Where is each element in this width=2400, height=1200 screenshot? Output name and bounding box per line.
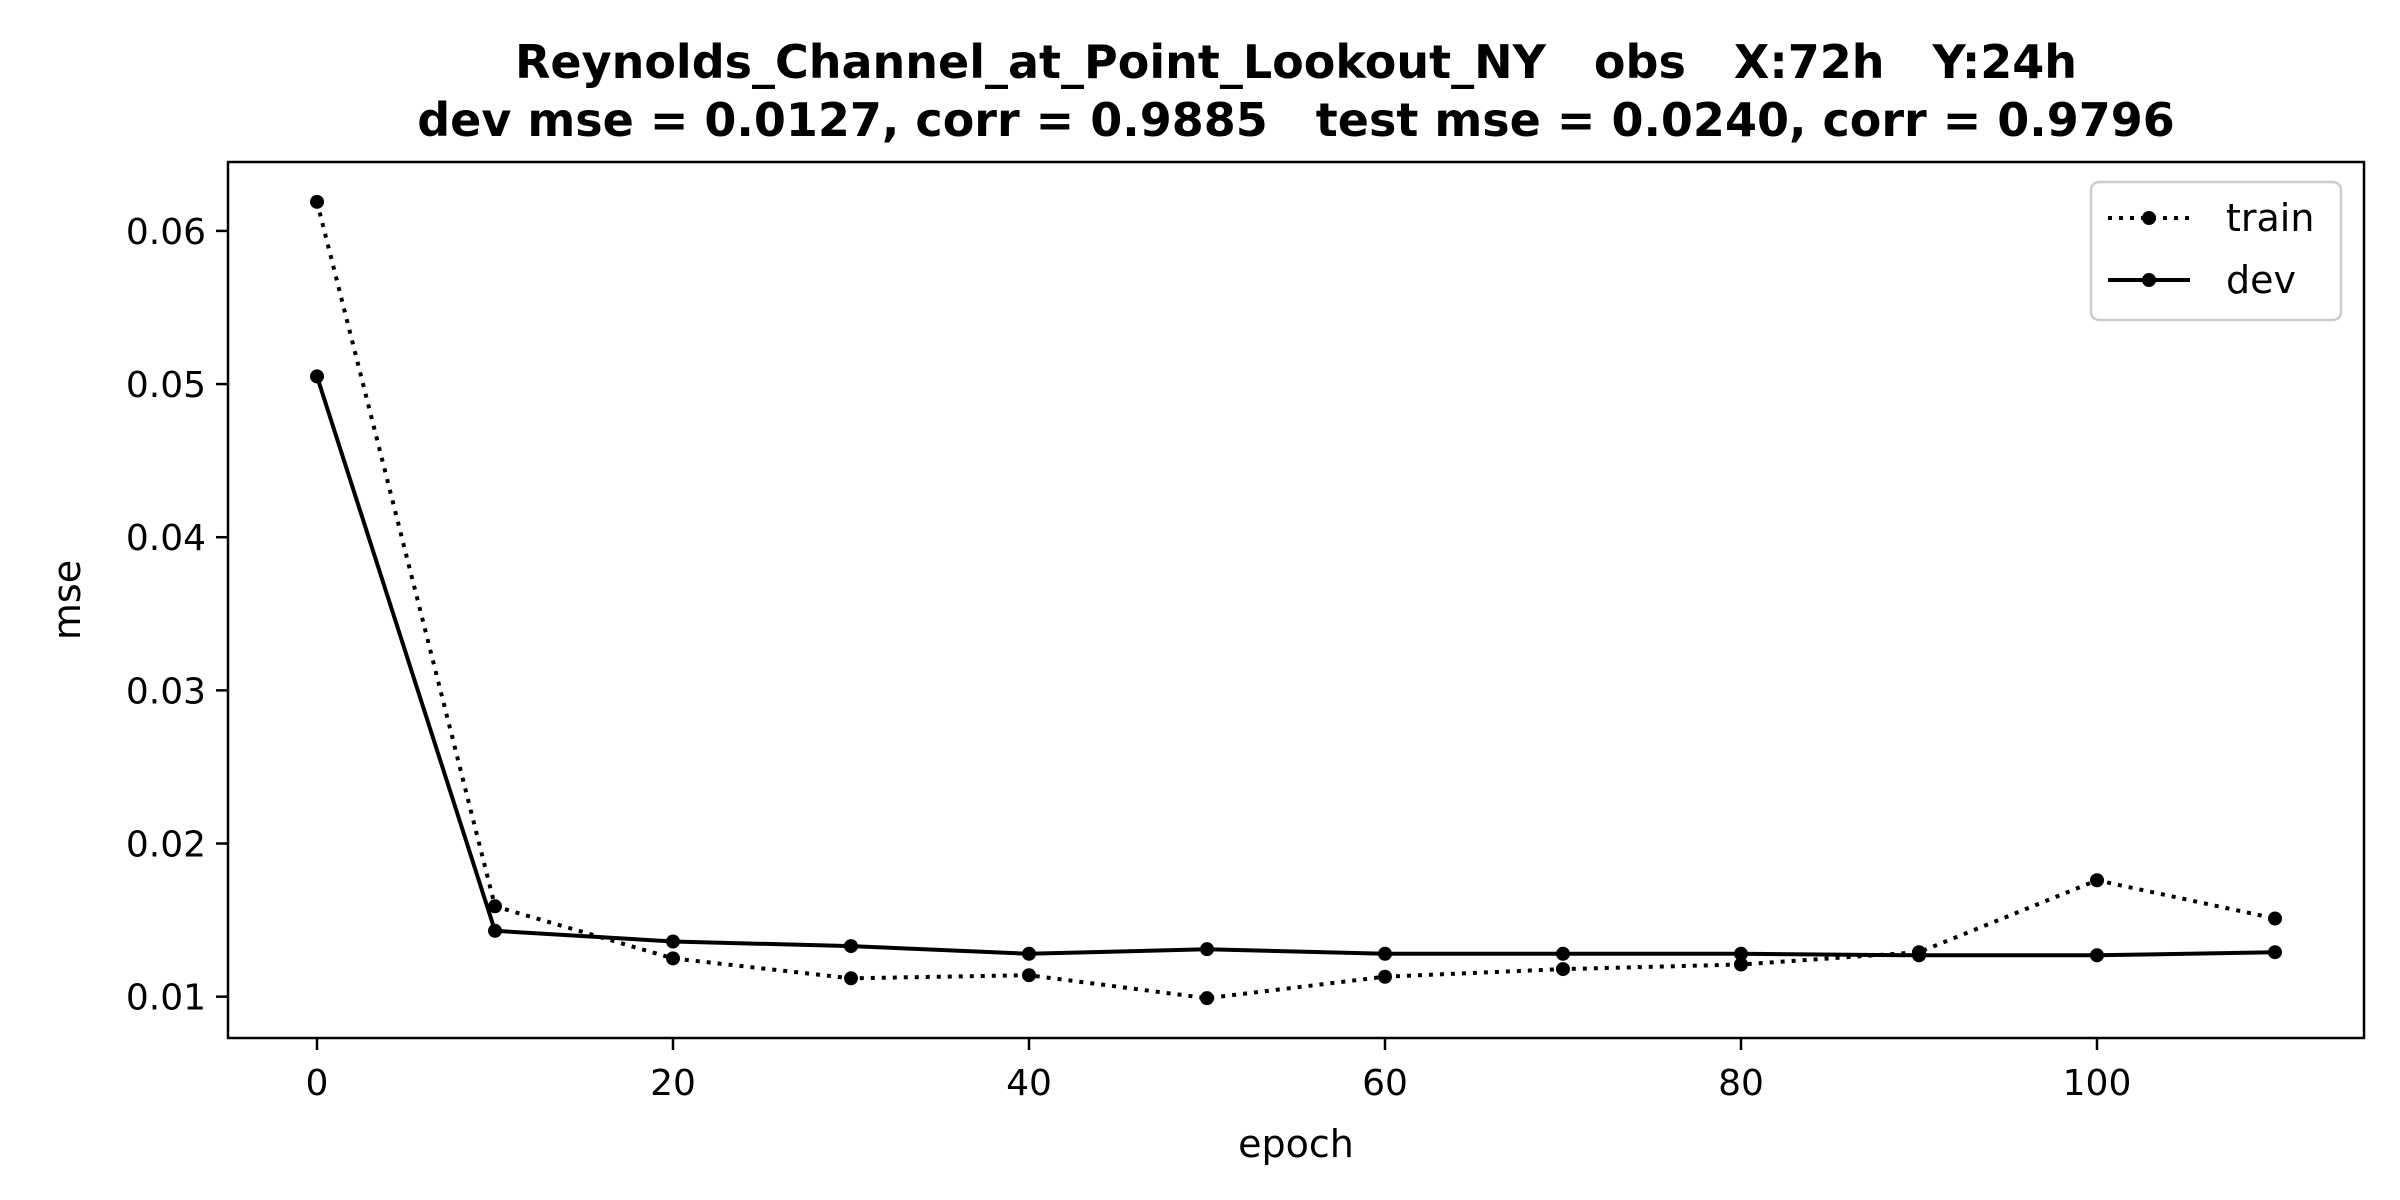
data-point-dev: [2090, 948, 2104, 963]
data-point-dev: [666, 934, 680, 949]
data-point-dev: [310, 369, 324, 384]
data-point-dev: [488, 923, 502, 938]
x-tick-label: 80: [1718, 1063, 1764, 1104]
data-point-dev: [1734, 946, 1748, 961]
y-axis-label: mse: [45, 560, 89, 640]
series-line-dev: [315, 375, 2276, 958]
x-tick-label: 100: [2063, 1063, 2132, 1104]
x-tick-label: 0: [306, 1063, 329, 1104]
data-point-dev: [1200, 942, 1214, 957]
y-tick-label: 0.05: [126, 365, 206, 406]
y-axis: 0.01 0.02 0.03 0.04 0.05 0.06: [126, 212, 228, 1019]
data-point-train: [1556, 962, 1570, 977]
legend-marker-train: [2142, 211, 2156, 225]
plot-frame: [226, 160, 2366, 1040]
data-point-dev: [1556, 946, 1570, 961]
data-point-train: [666, 951, 680, 966]
data-point-train: [2268, 911, 2282, 926]
series-line-train: [315, 201, 2276, 1001]
y-tick-label: 0.01: [126, 978, 206, 1019]
legend-label-train: train: [2226, 196, 2314, 240]
data-point-train: [844, 971, 858, 986]
plot-area: [310, 194, 2282, 1006]
data-point-dev: [2268, 945, 2282, 960]
data-point-dev: [844, 939, 858, 954]
data-point-train: [488, 899, 502, 914]
y-tick-label: 0.06: [126, 212, 206, 253]
y-tick-label: 0.04: [126, 518, 206, 559]
y-tick-label: 0.03: [126, 671, 206, 712]
data-point-train: [1200, 991, 1214, 1006]
data-point-train: [1734, 957, 1748, 972]
x-tick-label: 60: [1362, 1063, 1408, 1104]
x-axis: 0 20 40 60 80 100: [306, 1038, 2132, 1104]
x-tick-label: 40: [1006, 1063, 1052, 1104]
y-tick-label: 0.02: [126, 825, 206, 866]
chart-subtitle: dev mse = 0.0127, corr = 0.9885 test mse…: [417, 93, 2175, 147]
legend: train dev: [2089, 180, 2343, 322]
data-point-dev: [1378, 946, 1392, 961]
data-point-train: [310, 194, 324, 209]
legend-label-dev: dev: [2226, 258, 2296, 302]
x-axis-label: epoch: [1238, 1122, 1354, 1166]
data-point-train: [2090, 873, 2104, 888]
data-point-train: [1022, 968, 1036, 983]
legend-marker-dev: [2142, 273, 2156, 287]
data-point-dev: [1022, 946, 1036, 961]
data-point-train: [1378, 969, 1392, 984]
chart-title: Reynolds_Channel_at_Point_Lookout_NY obs…: [515, 35, 2077, 89]
x-tick-label: 20: [650, 1063, 696, 1104]
data-point-dev: [1912, 948, 1926, 963]
